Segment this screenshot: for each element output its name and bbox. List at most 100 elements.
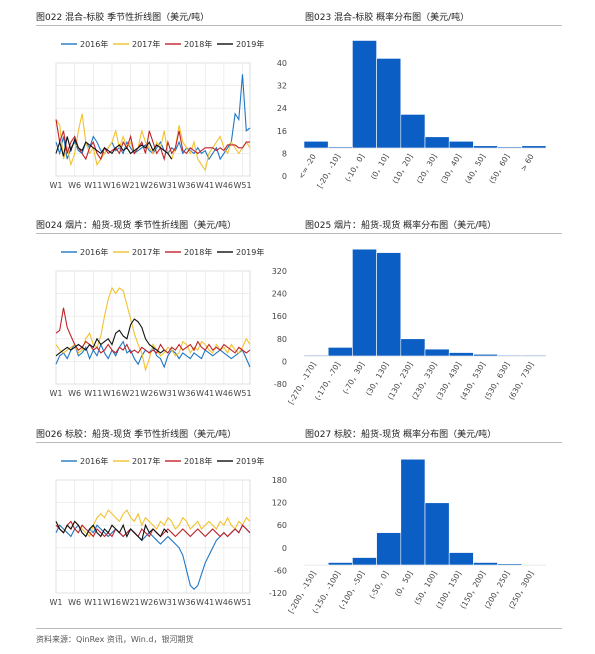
seasonal-line-chart-024: -80 0 80 160 240 320 W1 W6 W11 W16 W21 W26 W31 W36 W41… xyxy=(36,236,296,414)
line-chart-svg: 0 8 16 24 32 40 W1 W6 W11 W16 W21 W26 W31 W36 W41 W46 W5… xyxy=(50,39,288,190)
histogram-bar xyxy=(448,140,474,149)
x-tick-label: (-100，-50] xyxy=(337,569,366,610)
series-line xyxy=(55,113,251,172)
x-tick-label: W21 xyxy=(122,389,140,398)
x-tick-label: W6 xyxy=(68,181,81,190)
histogram-bar xyxy=(473,145,498,149)
y-tick-label: 32 xyxy=(277,82,287,91)
plot-frame xyxy=(55,270,251,385)
caption-025: 图025 烟片：船货-现货 概率分布图（美元/吨） xyxy=(305,221,497,231)
legend-label: 2016年 xyxy=(80,39,108,49)
y-tick-label: 320 xyxy=(272,267,287,276)
y-tick-label: 180 xyxy=(272,476,287,485)
histogram-bar xyxy=(400,458,426,566)
divider xyxy=(36,25,562,26)
series-line xyxy=(55,524,251,590)
x-tick-label: W46 xyxy=(215,389,233,398)
legend-label: 2016年 xyxy=(80,247,108,257)
x-tick-label: (-10，0] xyxy=(343,152,366,183)
x-tick-label: W41 xyxy=(196,181,214,190)
bar-chart-svg: [-270，-170](-170，-70](-70，30](30，130](13… xyxy=(286,248,547,406)
x-tick-label: W26 xyxy=(140,181,158,190)
legend-label: 2018年 xyxy=(184,39,212,49)
legend-label: 2018年 xyxy=(184,456,212,466)
x-tick-label: W31 xyxy=(159,181,177,190)
x-tick-label: W51 xyxy=(233,181,251,190)
series-line xyxy=(55,119,250,162)
x-tick-label: W36 xyxy=(178,181,196,190)
x-tick-label: W1 xyxy=(50,181,63,190)
x-tick-label: (30，40] xyxy=(439,152,463,185)
y-tick-label: 0 xyxy=(282,172,287,181)
histogram-bar xyxy=(303,564,329,566)
x-tick-label: W16 xyxy=(103,598,121,607)
x-tick-label: <= -20 xyxy=(296,152,318,180)
plot-frame xyxy=(55,62,251,177)
x-tick-label: (20，30] xyxy=(415,152,439,185)
y-tick-label: 40 xyxy=(277,59,287,68)
x-tick-label: W1 xyxy=(50,598,63,607)
bar-chart-svg: [-200，-150](-150，-100](-100，-50] (-50，0](… xyxy=(286,458,547,615)
histogram-bar xyxy=(521,145,547,149)
histogram-bar xyxy=(521,354,547,357)
x-tick-label: (-50，0] xyxy=(367,569,390,600)
histogram-bar xyxy=(352,248,377,357)
legend-label: 2019年 xyxy=(236,456,264,466)
source-footer: 资料来源：QinRex 资讯，Win.d，银河期货 xyxy=(36,635,194,644)
caption-024: 图024 烟片：船货-现货 季节性折线图（美元/吨） xyxy=(36,221,237,231)
histogram-bar xyxy=(521,564,547,566)
x-tick-label: (0，10] xyxy=(369,152,391,181)
x-tick-label: (0，50] xyxy=(393,569,415,598)
x-tick-label: W51 xyxy=(233,598,251,607)
series-line xyxy=(55,286,251,372)
x-tick-label: W16 xyxy=(103,181,121,190)
x-tick-label: W1 xyxy=(50,389,63,398)
x-tick-label: (30，130] xyxy=(364,360,390,397)
histogram-chart-025: [-270，-170] (-170，-70] (-70，30] (30，130] (13… xyxy=(286,236,560,414)
x-tick-label: W11 xyxy=(84,181,102,190)
histogram-bar xyxy=(327,562,353,566)
histogram-bar xyxy=(352,40,377,149)
x-tick-label: (10，20] xyxy=(391,152,415,185)
histogram-bar xyxy=(497,563,523,566)
caption-026: 图026 标胶：船货-现货 季节性折线图（美元/吨） xyxy=(36,430,237,440)
y-tick-label: 60 xyxy=(277,521,287,530)
x-tick-label: W41 xyxy=(196,389,214,398)
x-tick-label: W26 xyxy=(140,389,158,398)
histogram-chart-023: <= -20 [-20，-10] (-10，0] (0，10] (10，20] (20，3… xyxy=(296,28,560,206)
legend-label: 2016年 xyxy=(80,456,108,466)
histogram-bar xyxy=(424,348,450,357)
series-line xyxy=(55,74,251,161)
y-tick-label: 120 xyxy=(272,499,287,508)
histogram-bar xyxy=(424,136,450,149)
histogram-bar xyxy=(497,146,523,149)
y-tick-label: 80 xyxy=(277,335,287,344)
x-tick-label: (250，300] xyxy=(507,569,536,610)
histogram-bar xyxy=(473,353,498,357)
y-tick-label: -80 xyxy=(274,380,287,389)
x-tick-label: (630，730] xyxy=(507,360,536,401)
x-tick-label: [-20，-10] xyxy=(315,152,342,189)
series-line xyxy=(55,520,169,542)
x-tick-label: W6 xyxy=(68,389,81,398)
x-tick-label: W26 xyxy=(140,598,158,607)
legend-label: 2018年 xyxy=(184,247,212,257)
bar-chart-svg: <= -20[-20，-10] (-10，0] (0，10] (10，20] (20，3… xyxy=(296,40,547,190)
x-tick-label: W36 xyxy=(178,389,196,398)
histogram-bar xyxy=(497,354,523,357)
histogram-bar xyxy=(376,252,402,357)
x-tick-label: W16 xyxy=(103,389,121,398)
histogram-chart-027: [-200，-150] (-150，-100] (-100，-50] (-50，0](… xyxy=(286,445,560,623)
x-tick-label: (40，50] xyxy=(463,152,487,185)
footer-divider xyxy=(36,628,562,629)
histogram-bar xyxy=(448,552,474,566)
y-tick-label: 0 xyxy=(282,544,287,553)
legend-label: 2017年 xyxy=(132,456,160,466)
y-tick-label: -120 xyxy=(269,589,287,598)
x-tick-label: W51 xyxy=(233,389,251,398)
legend-label: 2019年 xyxy=(236,39,264,49)
histogram-bar xyxy=(424,502,450,566)
y-tick-label: 24 xyxy=(277,104,287,113)
y-tick-label: 8 xyxy=(282,149,287,158)
